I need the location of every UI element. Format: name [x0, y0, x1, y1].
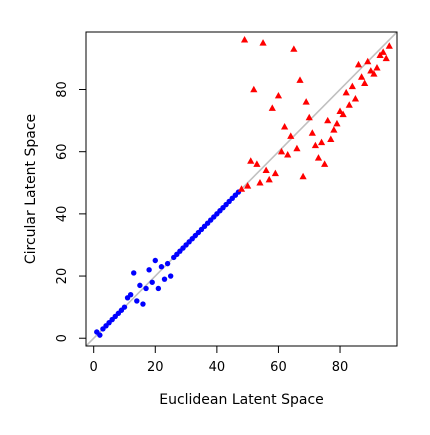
y-axis-label: Circular Latent Space [23, 114, 39, 264]
data-point-circle [149, 279, 155, 285]
data-point-triangle [379, 48, 387, 55]
data-point-triangle [268, 104, 276, 111]
data-point-circle [146, 267, 152, 273]
data-point-triangle [354, 60, 363, 68]
y-tick-label: 80 [55, 81, 70, 98]
data-point-triangle [348, 82, 356, 90]
data-point-triangle [253, 160, 261, 167]
data-point-triangle [314, 154, 323, 161]
x-axis-label: Euclidean Latent Space [159, 392, 324, 408]
y-tick-label: 0 [55, 334, 70, 342]
data-point-triangle [385, 42, 393, 49]
data-point-circle [143, 285, 149, 292]
data-point-triangle [367, 67, 375, 74]
data-point-circle [134, 298, 140, 304]
data-point-triangle [339, 110, 347, 118]
data-point-triangle [382, 54, 390, 62]
data-point-triangle [336, 107, 344, 114]
data-point-triangle [284, 151, 292, 158]
data-point-triangle [351, 95, 360, 102]
data-point-triangle [296, 76, 304, 83]
data-point-triangle [274, 91, 283, 99]
data-point-triangle [256, 179, 264, 186]
data-point-circle [127, 292, 134, 298]
y-tick-label: 40 [55, 206, 70, 223]
data-point-triangle [321, 160, 329, 167]
data-point-triangle [327, 135, 335, 142]
data-point-triangle [244, 182, 252, 189]
data-point-triangle [311, 141, 320, 149]
plot-frame [85, 31, 398, 347]
data-point-triangle [364, 57, 372, 65]
data-point-triangle [290, 45, 298, 52]
data-point-triangle [299, 172, 307, 180]
y-tick-label: 20 [55, 268, 70, 285]
data-point-triangle [333, 119, 341, 127]
data-point-triangle [277, 147, 286, 155]
data-point-triangle [302, 98, 310, 105]
data-point-circle [97, 332, 103, 338]
data-point-circle [164, 260, 171, 267]
data-point-triangle [265, 175, 273, 183]
data-point-triangle [361, 79, 369, 86]
data-point-circle [161, 276, 168, 282]
x-tick-label: 40 [209, 360, 226, 375]
data-point-triangle [237, 185, 246, 192]
y-tick-label: 60 [55, 143, 70, 160]
data-point-triangle [373, 63, 381, 71]
data-point-circle [155, 285, 162, 292]
data-point-circle [131, 270, 137, 276]
data-point-triangle [271, 169, 279, 177]
data-point-triangle [342, 88, 350, 96]
data-point-circle [137, 282, 143, 289]
data-point-triangle [287, 132, 295, 139]
x-tick-label: 80 [332, 360, 349, 375]
data-point-triangle [317, 138, 326, 146]
data-point-circle [121, 304, 128, 310]
data-point-circle [167, 273, 174, 279]
data-point-triangle [259, 39, 267, 46]
data-point-triangle [308, 129, 316, 136]
x-tick-label: 20 [147, 360, 164, 375]
data-point-triangle [293, 144, 301, 152]
data-point-triangle [305, 113, 313, 121]
data-point-circle [140, 301, 146, 307]
x-tick-label: 60 [270, 360, 287, 375]
data-point-triangle [370, 70, 378, 77]
data-point-triangle [345, 101, 353, 108]
y-axis: 0 20 40 60 80 [55, 81, 86, 342]
data-point-triangle [247, 157, 255, 164]
data-point-triangle [250, 85, 258, 93]
data-points-group [94, 35, 393, 338]
data-point-triangle [324, 116, 332, 124]
data-point-triangle [240, 35, 249, 43]
data-point-triangle [262, 166, 270, 174]
data-point-circle [158, 264, 165, 270]
data-point-triangle [330, 126, 338, 133]
x-axis: 0 20 40 60 80 [90, 346, 349, 375]
data-point-circle [152, 257, 158, 264]
data-point-triangle [357, 73, 366, 80]
x-tick-label: 0 [90, 360, 98, 375]
data-point-triangle [281, 123, 289, 130]
